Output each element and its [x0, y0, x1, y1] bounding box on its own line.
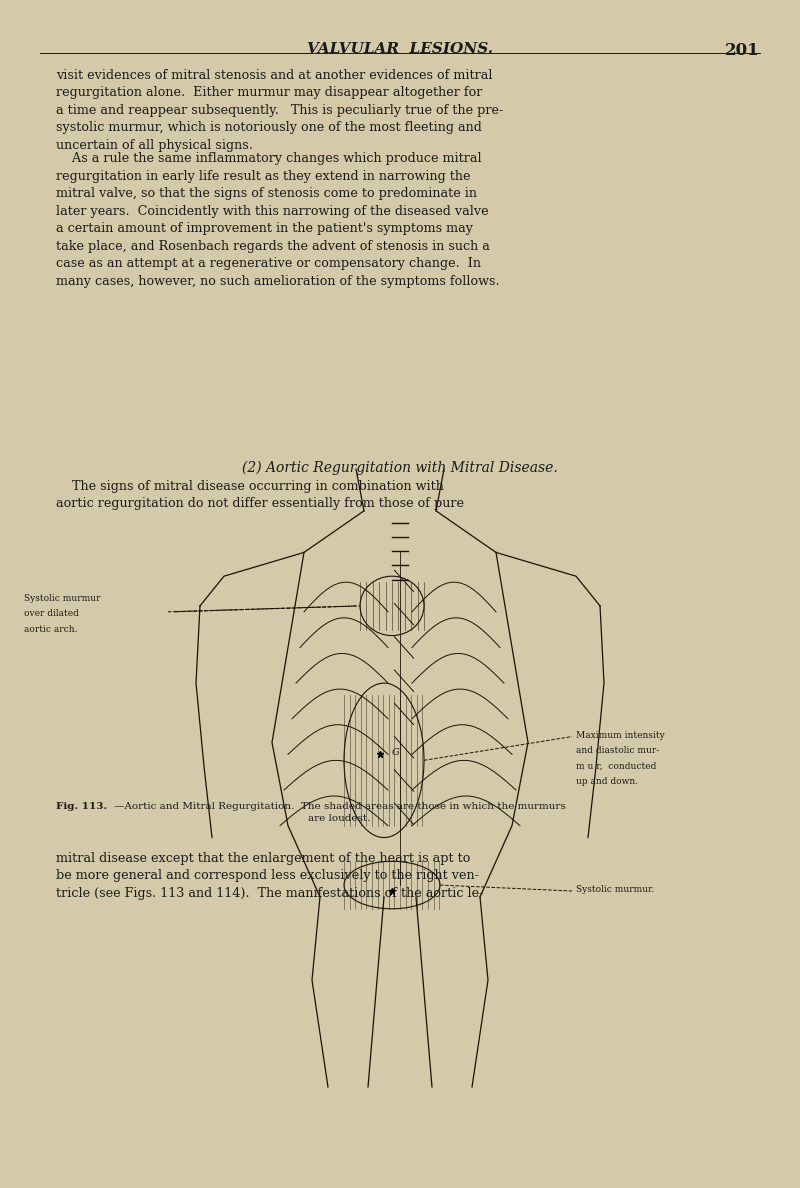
Text: —Aortic and Mitral Regurgitation.  The shaded areas are those in which the murmu: —Aortic and Mitral Regurgitation. The sh…	[114, 802, 566, 823]
Text: Systolic murmur.: Systolic murmur.	[576, 885, 654, 895]
Text: aortic arch.: aortic arch.	[24, 625, 78, 634]
Text: mitral disease except that the enlargement of the heart is apt to
be more genera: mitral disease except that the enlargeme…	[56, 852, 483, 899]
Text: VALVULAR  LESIONS.: VALVULAR LESIONS.	[307, 42, 493, 56]
Text: Fig. 113.: Fig. 113.	[56, 802, 107, 811]
Text: As a rule the same inflammatory changes which produce mitral
regurgitation in ea: As a rule the same inflammatory changes …	[56, 152, 500, 287]
Text: Maximum intensity: Maximum intensity	[576, 731, 665, 740]
Text: 201: 201	[726, 42, 760, 58]
Text: and diastolic mur-: and diastolic mur-	[576, 746, 659, 756]
Text: The signs of mitral disease occurring in combination with
aortic regurgitation d: The signs of mitral disease occurring in…	[56, 480, 464, 511]
Text: G: G	[392, 748, 400, 758]
Text: visit evidences of mitral stenosis and at another evidences of mitral
regurgitat: visit evidences of mitral stenosis and a…	[56, 69, 503, 152]
Text: up and down.: up and down.	[576, 777, 638, 786]
Text: over dilated: over dilated	[24, 609, 79, 619]
Text: m u r,  conducted: m u r, conducted	[576, 762, 656, 771]
Text: Systolic murmur: Systolic murmur	[24, 594, 101, 604]
Text: (2) Aortic Regurgitation with Mitral Disease.: (2) Aortic Regurgitation with Mitral Dis…	[242, 461, 558, 475]
